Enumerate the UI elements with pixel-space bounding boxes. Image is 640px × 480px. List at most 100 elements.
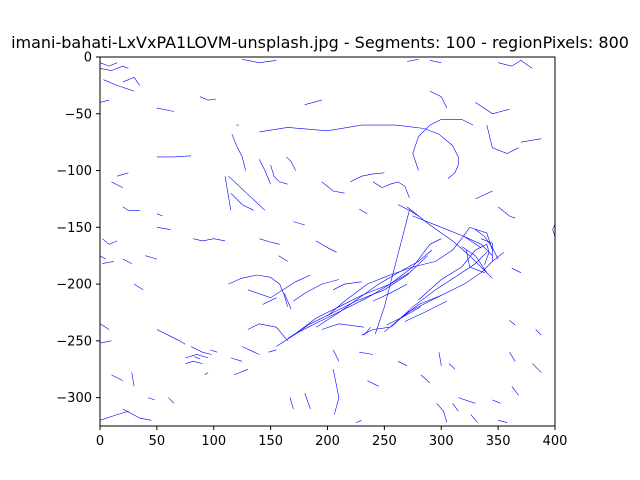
line-segment-64 — [111, 374, 123, 381]
line-segment-69 — [304, 393, 311, 410]
line-segment-34 — [156, 155, 192, 158]
line-segment-48 — [185, 360, 203, 364]
line-segment-116 — [475, 229, 499, 260]
line-segment-68 — [289, 397, 294, 410]
line-segment-54 — [293, 221, 305, 226]
plot-area — [99, 59, 556, 423]
line-segment-81 — [532, 363, 542, 373]
line-segment-111 — [372, 283, 408, 302]
line-segment-52 — [315, 240, 337, 253]
line-segment-23 — [475, 190, 493, 200]
line-segment-40 — [156, 227, 171, 230]
x-tick-label: 100 — [201, 434, 226, 449]
line-segment-107 — [461, 246, 488, 273]
line-segment-65 — [99, 410, 129, 421]
line-segment-18 — [270, 164, 288, 185]
line-segment-75 — [397, 361, 408, 367]
line-segment-100 — [333, 281, 362, 291]
line-segment-51 — [278, 255, 288, 262]
line-segment-77 — [436, 403, 448, 423]
line-segment-20 — [230, 192, 254, 211]
line-segment-7 — [475, 102, 510, 115]
x-tick-label: 0 — [96, 434, 104, 449]
line-segment-50 — [259, 238, 280, 245]
line-segment-76 — [420, 374, 431, 384]
line-segment-1 — [122, 77, 141, 86]
line-segment-66 — [168, 397, 175, 404]
line-segment-108 — [466, 249, 485, 273]
line-segment-106 — [463, 236, 493, 256]
line-segment-60 — [234, 368, 249, 376]
line-segment-9 — [486, 125, 519, 154]
x-axis: 0 50 100 150 200 250 300 350 400 — [96, 426, 567, 449]
line-segment-82 — [438, 352, 442, 366]
line-segment-105 — [412, 215, 482, 248]
line-segment-96 — [293, 238, 442, 336]
line-segment-90 — [262, 297, 277, 305]
line-segment-67 — [210, 349, 218, 353]
line-segment-10 — [520, 138, 542, 143]
line-segment-78 — [458, 397, 476, 404]
line-segment-4 — [429, 60, 442, 63]
line-segment-113 — [404, 300, 448, 322]
line-segment-89 — [268, 349, 277, 353]
y-tick-label: −50 — [65, 107, 92, 122]
line-segment-30 — [231, 134, 246, 171]
x-tick-label: 200 — [315, 434, 340, 449]
line-segment-58 — [242, 346, 260, 355]
line-segment-83 — [452, 403, 459, 412]
line-segment-44 — [99, 340, 112, 344]
line-segment-101 — [321, 323, 364, 330]
line-segment-6 — [412, 119, 474, 171]
line-segment-95 — [315, 249, 433, 328]
line-segment-117 — [552, 223, 556, 237]
line-segment-53 — [284, 293, 292, 310]
line-segment-103 — [406, 206, 493, 279]
line-segment-0 — [99, 62, 118, 67]
line-segment-120 — [509, 320, 516, 326]
line-segment-62 — [131, 372, 135, 387]
line-segment-71 — [359, 351, 374, 355]
line-segment-93 — [390, 252, 488, 328]
line-segment-29 — [259, 124, 459, 179]
line-segment-59 — [230, 357, 243, 362]
line-segment-80 — [511, 386, 519, 396]
line-segment-43 — [99, 323, 110, 330]
line-segment-28 — [286, 156, 296, 171]
line-segment-45 — [156, 329, 186, 345]
line-segment-19 — [259, 159, 271, 185]
line-segment-122 — [99, 255, 106, 260]
line-segment-41 — [193, 238, 226, 242]
line-segment-118 — [511, 267, 522, 273]
line-segment-123 — [204, 372, 209, 376]
line-segment-85 — [498, 420, 508, 423]
y-tick-label: −300 — [56, 391, 92, 406]
x-tick-label: 150 — [258, 434, 283, 449]
line-segment-11 — [103, 79, 135, 92]
line-segment-5 — [429, 90, 448, 109]
line-segment-36 — [102, 238, 118, 245]
line-segment-38 — [102, 261, 114, 264]
line-segment-2 — [242, 59, 277, 64]
line-segment-27 — [372, 181, 410, 198]
x-tick-label: 300 — [429, 434, 454, 449]
line-segment-46 — [185, 354, 209, 359]
line-segment-32 — [122, 206, 140, 211]
line-segment-49 — [194, 356, 201, 360]
line-segment-87 — [224, 176, 232, 211]
plot-frame — [99, 56, 556, 427]
line-segment-79 — [492, 399, 501, 404]
y-tick-label: −250 — [56, 334, 92, 349]
line-segment-97 — [287, 255, 428, 339]
x-tick-label: 50 — [149, 434, 166, 449]
line-segment-33 — [156, 213, 163, 217]
line-segment-86 — [509, 352, 516, 362]
line-segment-112 — [401, 295, 442, 319]
line-segment-119 — [535, 329, 542, 336]
line-segment-73 — [332, 369, 340, 415]
chart-title: imani-bahati-LxVxPA1LOVM-unsplash.jpg - … — [11, 33, 629, 52]
line-segment-37 — [122, 258, 132, 264]
line-segment-26 — [359, 208, 368, 214]
